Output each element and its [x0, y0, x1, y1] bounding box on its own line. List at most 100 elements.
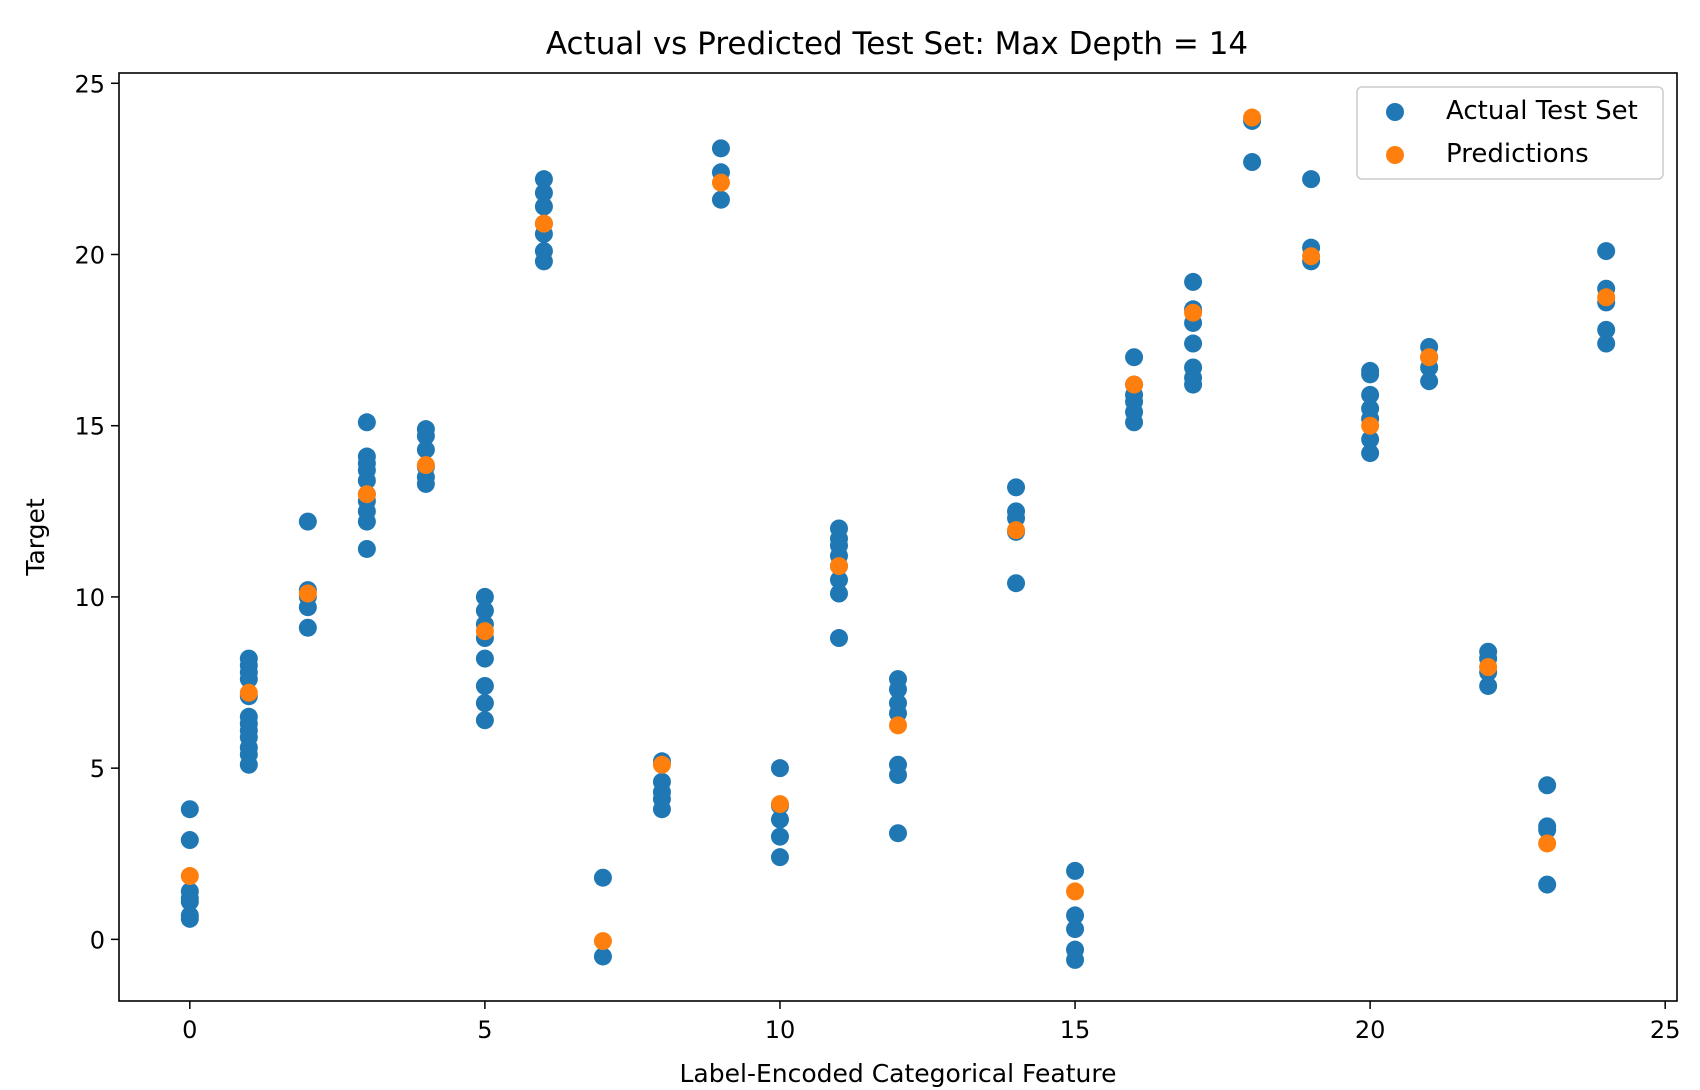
prediction-point — [1007, 521, 1026, 540]
prediction-point — [1597, 288, 1616, 307]
prediction-point — [416, 456, 435, 475]
actual-point — [711, 190, 730, 209]
series-predictions — [180, 108, 1616, 951]
prediction-point — [829, 557, 848, 576]
y-tick-label: 15 — [74, 413, 105, 441]
actual-point — [298, 512, 317, 531]
actual-point — [534, 252, 553, 271]
actual-point — [475, 676, 494, 695]
series-actual-test-set — [180, 111, 1616, 969]
actual-point — [416, 440, 435, 459]
actual-point — [711, 139, 730, 158]
x-tick-label: 20 — [1355, 1016, 1386, 1044]
actual-point — [475, 601, 494, 620]
actual-point — [593, 868, 612, 887]
x-tick-label: 0 — [182, 1016, 197, 1044]
prediction-point — [1479, 658, 1498, 677]
y-tick-label: 20 — [74, 241, 105, 269]
y-tick-label: 10 — [74, 584, 105, 612]
actual-point — [475, 587, 494, 606]
actual-point — [180, 831, 199, 850]
actual-point — [1361, 444, 1380, 463]
actual-point — [770, 810, 789, 829]
y-tick-label: 5 — [90, 755, 105, 783]
actual-point — [1184, 375, 1203, 394]
actual-point — [1007, 478, 1026, 497]
prediction-point — [770, 795, 789, 814]
x-tick-label: 15 — [1060, 1016, 1091, 1044]
y-tick-label: 25 — [74, 70, 105, 98]
actual-point — [1538, 875, 1557, 894]
prediction-point — [239, 683, 258, 702]
actual-point — [1361, 385, 1380, 404]
actual-point — [1125, 348, 1144, 367]
x-axis-label: Label-Encoded Categorical Feature — [680, 1059, 1117, 1088]
actual-point — [180, 892, 199, 911]
legend: Actual Test Set Predictions — [1356, 86, 1664, 180]
actual-point — [1538, 820, 1557, 839]
prediction-point — [1125, 375, 1144, 394]
prediction-point — [1361, 416, 1380, 435]
actual-point — [475, 711, 494, 730]
actual-point — [889, 824, 907, 843]
plot-frame — [118, 72, 1678, 1002]
actual-point — [298, 618, 317, 637]
actual-point — [357, 512, 376, 531]
actual-point — [770, 827, 789, 846]
actual-point — [1125, 413, 1144, 432]
prediction-point — [1184, 303, 1203, 322]
legend-label-predictions: Predictions — [1446, 139, 1589, 169]
actual-point — [475, 649, 494, 668]
actual-point — [829, 629, 848, 648]
prediction-point — [652, 755, 671, 774]
actual-point — [534, 183, 553, 202]
actual-point — [239, 755, 258, 774]
actual-point — [829, 584, 848, 603]
legend-marker-actual — [1386, 103, 1404, 121]
prediction-point — [1420, 348, 1439, 367]
actual-point — [1361, 365, 1380, 384]
legend-box — [1356, 86, 1664, 180]
actual-point — [593, 947, 612, 966]
actual-point — [1066, 950, 1085, 969]
actual-point — [534, 197, 553, 216]
prediction-point — [1302, 247, 1321, 266]
actual-point — [1597, 242, 1616, 261]
chart-title: Actual vs Predicted Test Set: Max Depth … — [546, 26, 1248, 62]
actual-point — [1007, 574, 1026, 593]
actual-point — [1066, 920, 1085, 939]
actual-point — [1361, 430, 1380, 449]
actual-point — [416, 426, 435, 445]
actual-point — [475, 694, 494, 713]
prediction-point — [534, 214, 553, 233]
actual-point — [1597, 320, 1616, 339]
actual-point — [357, 413, 376, 432]
actual-point — [1184, 272, 1203, 291]
prediction-point — [475, 622, 494, 641]
actual-point — [770, 759, 789, 778]
actual-point — [1420, 372, 1439, 391]
ticks-layer: 0 5 10 15 20 25 0 5 10 15 20 25 — [74, 70, 1680, 1044]
actual-point — [1184, 334, 1203, 353]
actual-point — [298, 598, 317, 617]
actual-point — [1302, 170, 1321, 189]
actual-point — [357, 539, 376, 558]
prediction-point — [1243, 108, 1262, 127]
actual-point — [889, 680, 907, 699]
actual-point — [239, 670, 258, 689]
actual-point — [180, 909, 199, 928]
actual-point — [889, 765, 907, 784]
actual-point — [652, 800, 671, 819]
actual-point — [1479, 676, 1498, 695]
actual-point — [770, 848, 789, 867]
x-tick-label: 25 — [1650, 1016, 1681, 1044]
prediction-point — [1066, 882, 1085, 901]
actual-point — [829, 570, 848, 589]
prediction-point — [357, 485, 376, 504]
prediction-point — [593, 932, 612, 951]
prediction-point — [1538, 834, 1557, 853]
actual-point — [1538, 776, 1557, 795]
prediction-point — [889, 716, 907, 735]
actual-point — [1597, 334, 1616, 353]
